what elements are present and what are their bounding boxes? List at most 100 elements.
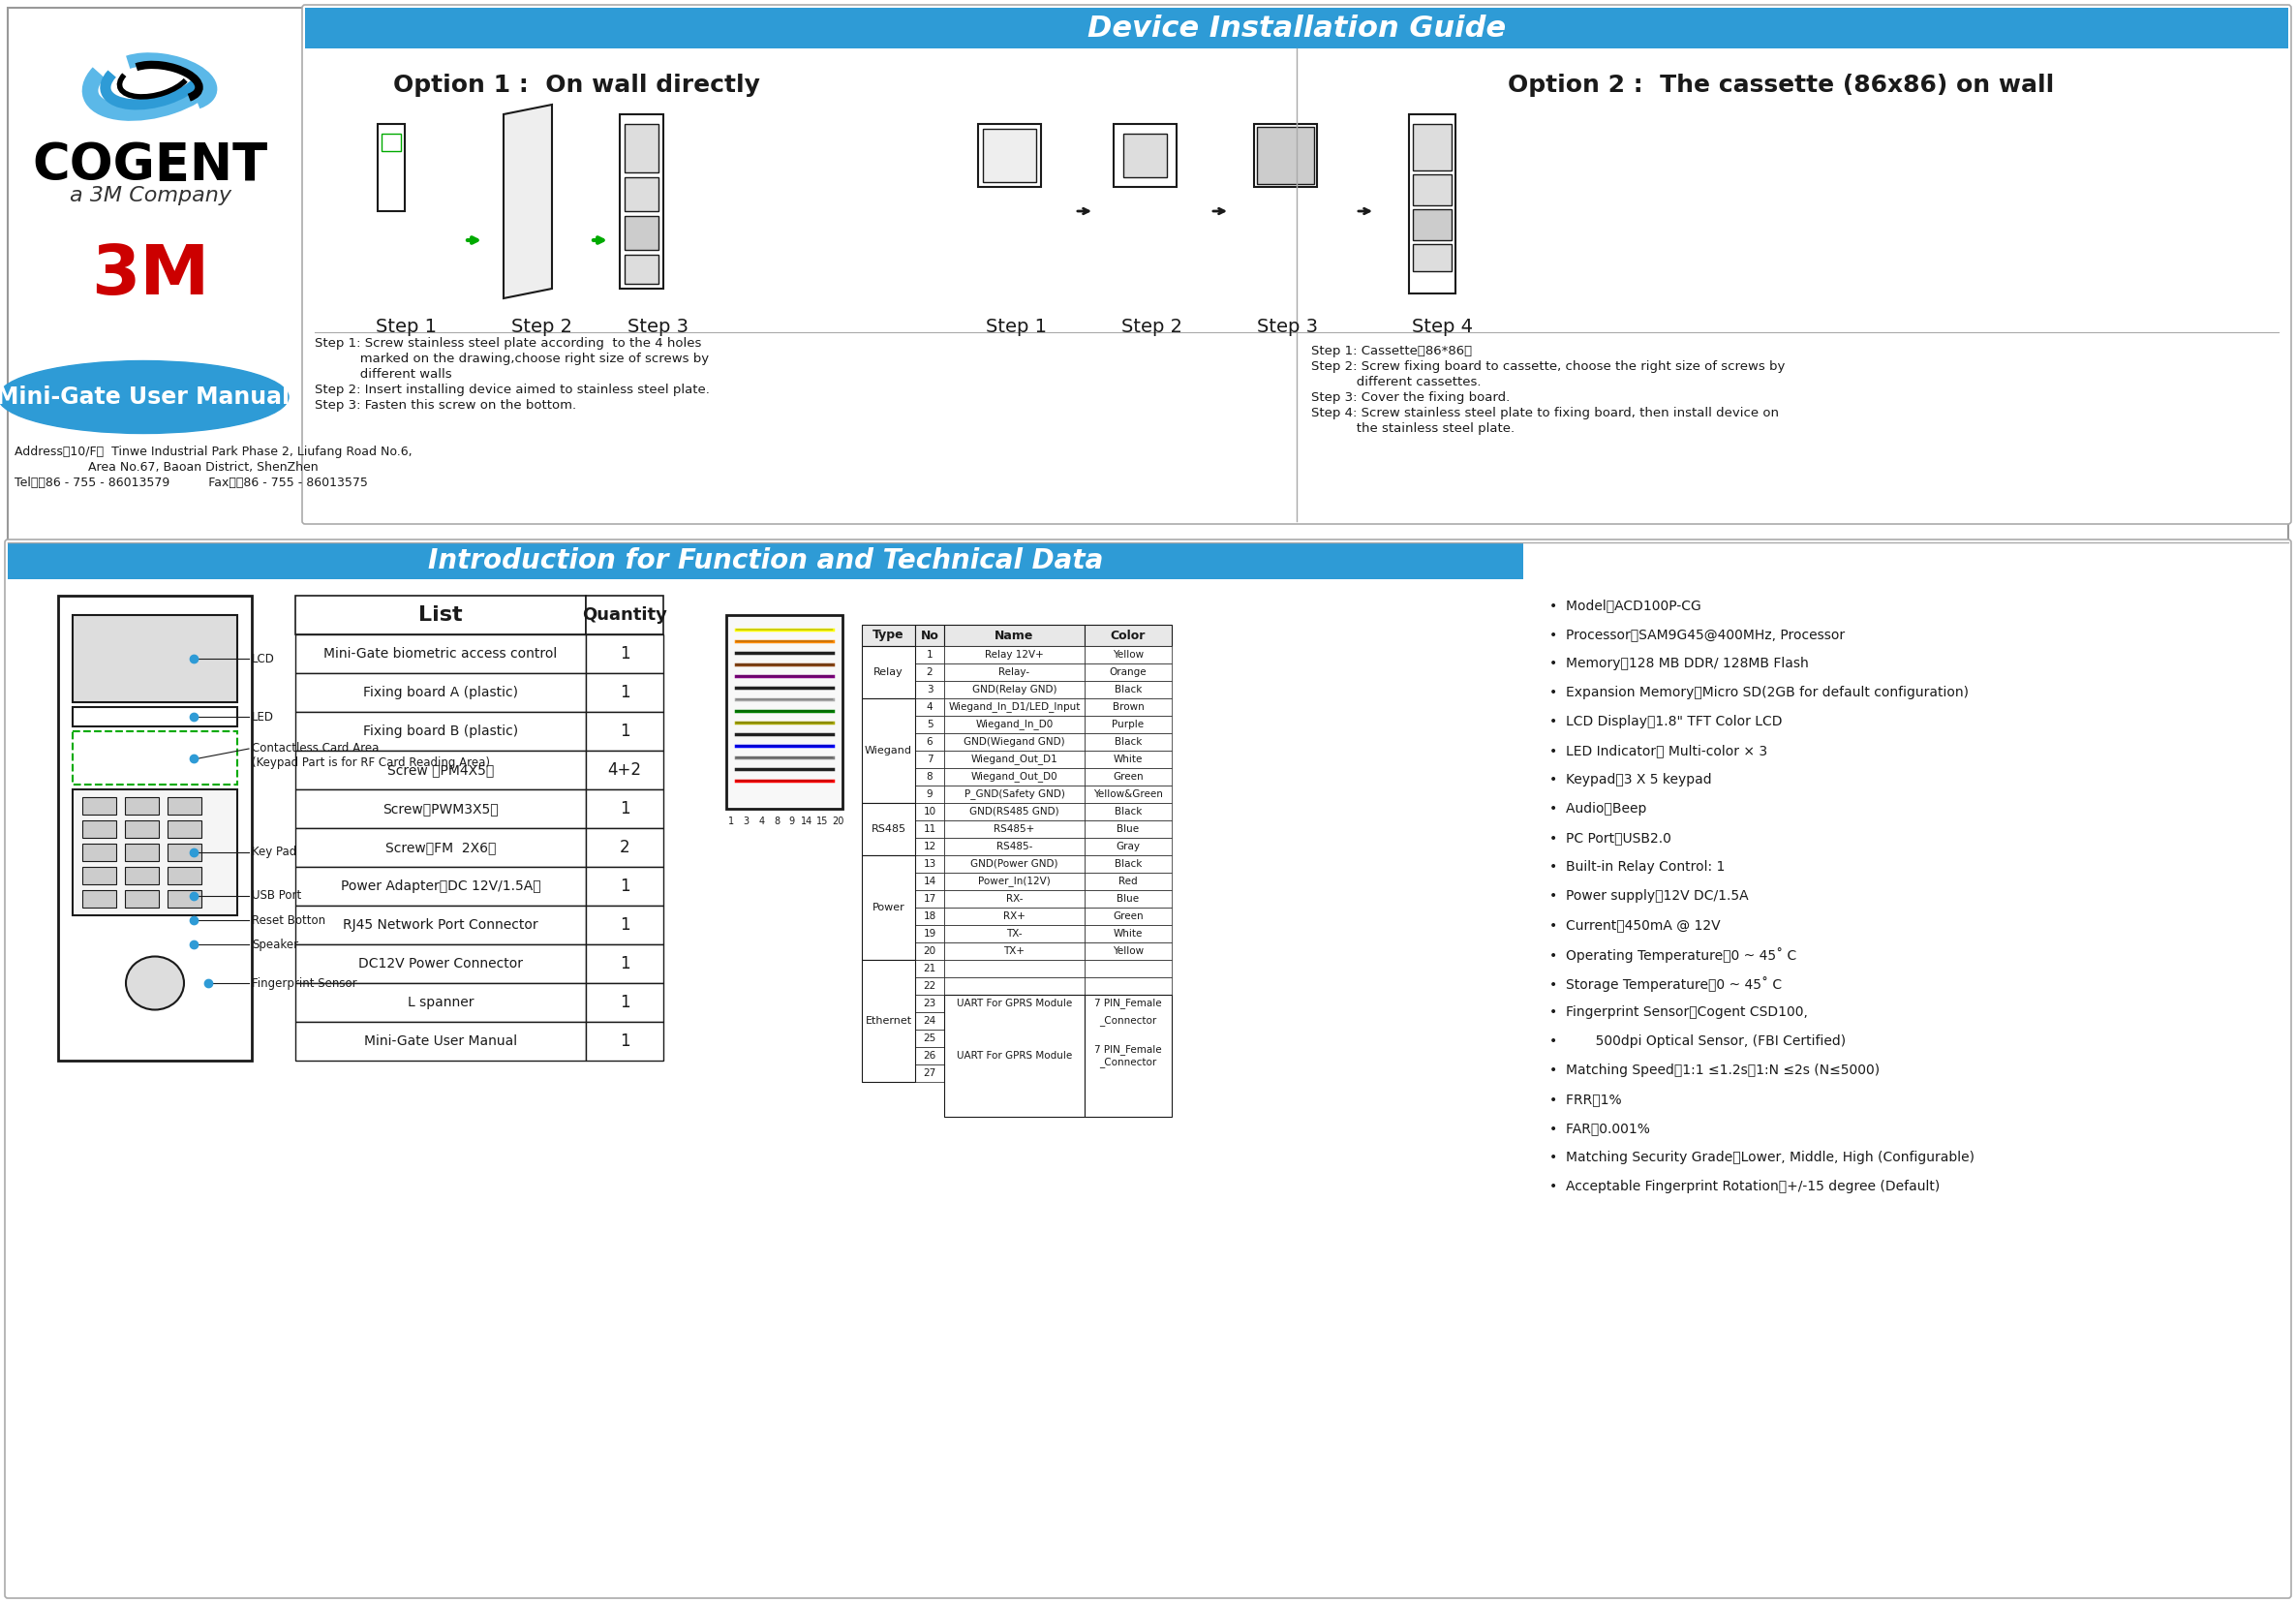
Text: Fixing board A (plastic): Fixing board A (plastic) <box>363 686 519 699</box>
Bar <box>861 943 916 960</box>
Bar <box>861 890 916 907</box>
Text: •  Matching Speed：1:1 ≤1.2s，1:N ≤2s (N≤5000): • Matching Speed：1:1 ≤1.2s，1:N ≤2s (N≤50… <box>1550 1063 1880 1077</box>
Bar <box>585 983 664 1021</box>
Text: Speaker: Speaker <box>253 938 298 951</box>
Text: List: List <box>418 606 464 625</box>
Bar <box>861 995 916 1011</box>
Text: •  LED Indicator： Multi-color × 3: • LED Indicator： Multi-color × 3 <box>1550 744 1768 758</box>
Bar <box>83 867 117 885</box>
Bar <box>944 664 1084 681</box>
Text: Blue: Blue <box>1116 824 1139 834</box>
Text: White: White <box>1114 755 1143 765</box>
Text: TX+: TX+ <box>1003 946 1024 955</box>
Text: 24: 24 <box>923 1016 937 1026</box>
Bar <box>944 856 1084 872</box>
Text: Blue: Blue <box>1116 894 1139 904</box>
Bar <box>296 635 585 673</box>
Bar <box>916 681 944 699</box>
Bar <box>1084 681 1171 699</box>
Bar <box>625 123 659 173</box>
FancyBboxPatch shape <box>303 5 2291 524</box>
Bar <box>585 596 664 635</box>
Text: Relay 12V+: Relay 12V+ <box>985 649 1045 659</box>
Text: 15: 15 <box>817 816 829 826</box>
Text: RS485+: RS485+ <box>994 824 1035 834</box>
Bar <box>585 712 664 750</box>
Text: 14: 14 <box>801 816 813 826</box>
Polygon shape <box>503 104 551 298</box>
Bar <box>585 867 664 906</box>
Bar <box>73 707 236 726</box>
Text: Yellow: Yellow <box>1114 649 1143 659</box>
Bar <box>861 907 916 925</box>
Bar <box>1084 646 1171 664</box>
Bar <box>73 789 236 915</box>
Text: 22: 22 <box>923 981 937 991</box>
Bar <box>861 838 916 856</box>
Text: Color: Color <box>1111 628 1146 641</box>
Text: •  Operating Temperature：0 ~ 45˚ C: • Operating Temperature：0 ~ 45˚ C <box>1550 947 1795 963</box>
FancyBboxPatch shape <box>305 8 2289 48</box>
Bar <box>916 943 944 960</box>
Bar <box>1412 175 1451 205</box>
Text: •         500dpi Optical Sensor, (FBI Certified): • 500dpi Optical Sensor, (FBI Certified) <box>1550 1034 1846 1048</box>
Bar <box>944 907 1084 925</box>
Bar <box>861 856 916 960</box>
Text: 1: 1 <box>620 955 629 973</box>
Text: 1: 1 <box>925 649 932 659</box>
Bar <box>1084 625 1171 646</box>
Text: Step 4: Screw stainless steel plate to fixing board, then install device on: Step 4: Screw stainless steel plate to f… <box>1311 407 1779 420</box>
Text: 17: 17 <box>923 894 937 904</box>
Text: the stainless steel plate.: the stainless steel plate. <box>1311 422 1515 434</box>
Text: Orange: Orange <box>1109 667 1146 676</box>
Text: •  LCD Display：1.8" TFT Color LCD: • LCD Display：1.8" TFT Color LCD <box>1550 715 1782 728</box>
Text: 1: 1 <box>620 917 629 933</box>
Text: •  Power supply：12V DC/1.5A: • Power supply：12V DC/1.5A <box>1550 890 1752 902</box>
Bar <box>944 785 1084 803</box>
Bar <box>916 733 944 750</box>
Text: LED: LED <box>253 710 273 723</box>
Text: Relay-: Relay- <box>999 667 1031 676</box>
Bar <box>83 797 117 814</box>
Bar <box>916 803 944 821</box>
Bar <box>168 867 202 885</box>
Bar <box>944 821 1084 838</box>
Text: L spanner: L spanner <box>406 995 473 1010</box>
Text: 2: 2 <box>925 667 932 676</box>
Text: 21: 21 <box>923 963 937 973</box>
Bar <box>1084 872 1171 890</box>
Text: 3: 3 <box>744 816 748 826</box>
Bar <box>1084 890 1171 907</box>
Bar <box>861 699 916 803</box>
Bar <box>1084 925 1171 943</box>
Bar <box>861 978 916 995</box>
Bar <box>1084 943 1171 960</box>
Text: Device Installation Guide: Device Installation Guide <box>1088 14 1506 42</box>
Bar <box>1084 768 1171 785</box>
Bar <box>944 646 1084 664</box>
Bar <box>916 646 944 664</box>
Bar <box>1084 821 1171 838</box>
Text: Yellow: Yellow <box>1114 946 1143 955</box>
Text: •  Audio：Beep: • Audio：Beep <box>1550 802 1646 816</box>
Text: •  Current：450mA @ 12V: • Current：450mA @ 12V <box>1550 919 1720 931</box>
Text: 1: 1 <box>620 723 629 741</box>
Bar <box>1412 123 1451 170</box>
Text: RS485-: RS485- <box>996 842 1033 851</box>
Text: Quantity: Quantity <box>583 606 668 624</box>
Text: Option 2 :  The cassette (86x86) on wall: Option 2 : The cassette (86x86) on wall <box>1508 74 2055 96</box>
Bar <box>916 856 944 872</box>
Bar <box>944 1047 1084 1064</box>
Bar <box>944 995 1084 1117</box>
Bar <box>168 797 202 814</box>
Text: _Connector: _Connector <box>1100 1016 1157 1026</box>
Bar <box>861 1047 916 1064</box>
Text: Step 2: Step 2 <box>512 317 572 337</box>
Bar <box>726 616 843 810</box>
Text: UART For GPRS Module: UART For GPRS Module <box>957 999 1072 1008</box>
Bar <box>585 906 664 944</box>
Text: Wiegand: Wiegand <box>866 745 912 755</box>
Text: Mini-Gate User Manual: Mini-Gate User Manual <box>0 385 289 409</box>
Text: •  Built-in Relay Control: 1: • Built-in Relay Control: 1 <box>1550 861 1724 874</box>
Bar <box>296 789 585 829</box>
